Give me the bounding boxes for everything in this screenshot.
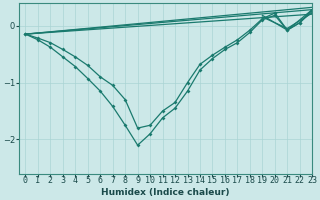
X-axis label: Humidex (Indice chaleur): Humidex (Indice chaleur) bbox=[101, 188, 230, 197]
